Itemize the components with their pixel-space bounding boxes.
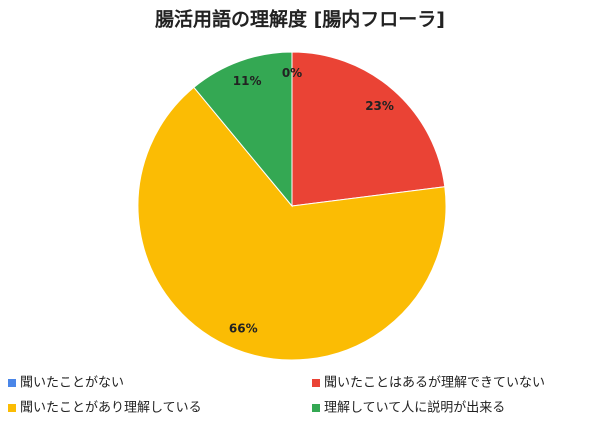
- chart-title: 腸活用語の理解度 [腸内フローラ]: [155, 8, 445, 31]
- legend-label: 聞いたことがあり理解している: [20, 401, 202, 416]
- value-label: 66%: [229, 322, 258, 336]
- pie-slice: [291, 51, 446, 207]
- value-label: 0%: [282, 66, 302, 80]
- legend-swatch: [312, 379, 320, 387]
- legend-label: 聞いたことはあるが理解できていない: [324, 376, 545, 391]
- legend-swatch: [8, 404, 16, 412]
- legend-label: 理解していて人に説明が出来る: [324, 400, 505, 416]
- legend-swatch: [8, 379, 16, 387]
- value-label: 11%: [233, 74, 262, 88]
- pie-slice: [193, 51, 293, 208]
- legend-label: 聞いたことがない: [20, 376, 124, 391]
- legend-swatch: [312, 404, 320, 412]
- pie-slice: [137, 86, 447, 361]
- value-label: 23%: [365, 99, 394, 113]
